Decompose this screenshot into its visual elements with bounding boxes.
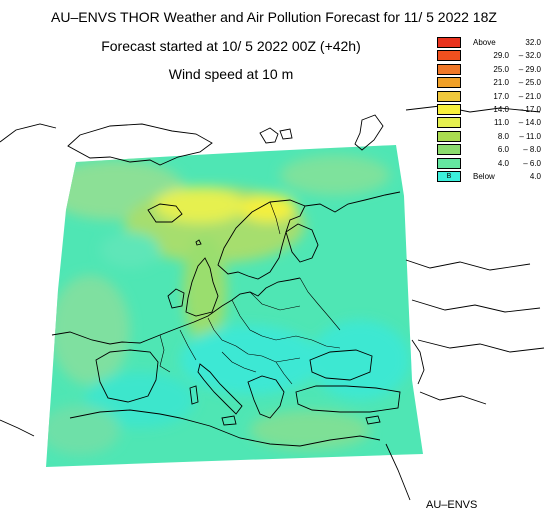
legend-high-value: 25.0	[525, 78, 541, 88]
forecast-start-label: Forecast started at 10/ 5 2022 00Z (+42h…	[101, 38, 361, 54]
legend: Above 32.0 29.0 – 32.0 25.0 – 29.0 21.0 …	[437, 36, 545, 183]
legend-low: 21.0	[493, 78, 509, 88]
legend-high: – 21.0	[519, 91, 541, 102]
legend-high: – 8.0	[523, 144, 541, 155]
forecast-field	[46, 145, 423, 467]
legend-high-value: 8.0	[529, 145, 541, 155]
legend-value: 32.0	[525, 38, 541, 47]
legend-dash: –	[523, 145, 528, 155]
legend-swatch	[437, 37, 461, 48]
legend-row: 8.0 – 11.0	[437, 130, 545, 143]
legend-high: – 32.0	[519, 50, 541, 61]
legend-row: B Below 4.0	[437, 170, 545, 183]
legend-low: 11.0	[494, 118, 509, 128]
legend-swatch	[437, 103, 461, 115]
legend-high-value: 21.0	[525, 91, 541, 101]
legend-high-value: 29.0	[525, 64, 541, 74]
legend-low: 25.0	[493, 64, 509, 74]
legend-dash: –	[518, 78, 524, 88]
legend-row: 4.0 – 6.0	[437, 157, 545, 170]
country-borders	[159, 201, 341, 385]
variable-label: Wind speed at 10 m	[168, 66, 294, 82]
legend-low: 8.0	[497, 131, 509, 141]
legend-low: 17.0	[493, 91, 509, 101]
legend-high: – 17.0	[519, 104, 541, 115]
map-title: AU–ENVS THOR Weather and Air Pollution F…	[51, 9, 497, 25]
legend-below-word: Below	[473, 171, 495, 181]
legend-dash: –	[518, 51, 524, 61]
legend-dash: –	[519, 131, 524, 141]
legend-row: Above 32.0	[437, 36, 545, 49]
legend-dash: –	[518, 104, 524, 114]
legend-dash: –	[518, 118, 524, 128]
legend-low: 4.0	[497, 158, 509, 168]
coastlines	[0, 105, 545, 501]
legend-row: 21.0 – 25.0	[437, 76, 545, 89]
legend-value: 4.0	[529, 171, 541, 181]
legend-swatch	[437, 50, 461, 62]
legend-high-value: 11.0	[526, 131, 541, 141]
legend-swatch	[437, 77, 461, 89]
legend-high: – 6.0	[523, 158, 541, 169]
legend-swatch	[437, 117, 461, 129]
legend-row: 11.0 – 14.0	[437, 116, 545, 129]
legend-high: – 11.0	[519, 131, 541, 142]
legend-high-value: 14.0	[525, 118, 541, 128]
legend-low: 29.0	[493, 51, 509, 61]
legend-swatch	[437, 63, 461, 75]
legend-row: 6.0 – 8.0	[437, 143, 545, 156]
legend-swatch	[437, 130, 461, 142]
credit-label: AU–ENVS	[426, 499, 478, 511]
legend-low: 14.0	[493, 104, 509, 114]
legend-above-word: Above	[473, 38, 496, 47]
legend-swatch	[437, 157, 461, 169]
legend-swatch	[437, 144, 461, 156]
legend-low: 6.0	[497, 145, 509, 155]
legend-dash: –	[518, 64, 524, 74]
legend-row: 29.0 – 32.0	[437, 49, 545, 62]
legend-high: – 25.0	[519, 77, 541, 88]
legend-dash: –	[523, 158, 528, 168]
legend-dash: –	[518, 91, 524, 101]
legend-high-value: 6.0	[529, 158, 541, 168]
legend-swatch: B	[437, 170, 461, 182]
legend-high-value: 17.0	[525, 104, 541, 114]
legend-row: 17.0 – 21.0	[437, 90, 545, 103]
legend-high-value: 32.0	[525, 51, 541, 61]
legend-row: 25.0 – 29.0	[437, 63, 545, 76]
legend-high: – 14.0	[519, 117, 541, 128]
legend-swatch	[437, 90, 461, 102]
legend-row: 14.0 – 17.0	[437, 103, 545, 116]
legend-high: – 29.0	[519, 64, 541, 75]
